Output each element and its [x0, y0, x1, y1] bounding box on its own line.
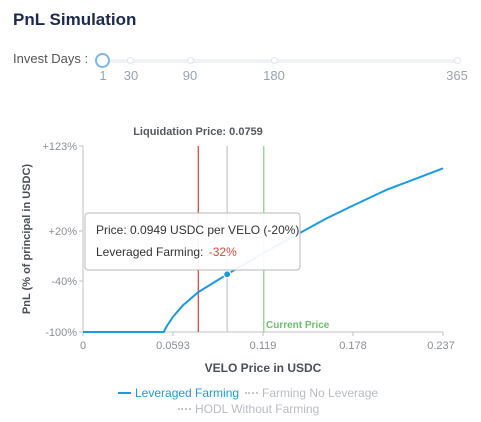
chart-tooltip: Price: 0.0949 USDC per VELO (-20%) Lever… — [84, 212, 301, 271]
y-tick-label: -40% — [51, 276, 77, 288]
y-axis-title: PnL (% of principal in USDC) — [21, 164, 33, 314]
tooltip-price-text: Price: 0.0949 USDC per VELO (-20%) — [96, 223, 299, 237]
slider-step-dot[interactable] — [187, 57, 194, 64]
slider-step-dot[interactable] — [271, 57, 278, 64]
legend-label: Farming No Leverage — [262, 386, 379, 400]
slider-mark-1[interactable]: 1 — [99, 68, 107, 83]
slider-step-dot[interactable] — [127, 57, 134, 64]
page-title: PnL Simulation — [13, 10, 137, 29]
hover-point-marker — [223, 270, 232, 279]
invest-days-slider-track[interactable] — [102, 59, 458, 63]
y-tick-label: +20% — [49, 226, 78, 238]
invest-days-slider-thumb[interactable] — [95, 53, 110, 68]
legend-dotted-line-icon — [245, 391, 258, 394]
legend-label: HODL Without Farming — [195, 402, 320, 416]
slider-mark-365[interactable]: 365 — [446, 68, 468, 83]
legend-item-hodl-without-farming[interactable]: HODL Without Farming — [178, 402, 319, 416]
x-tick-label: 0.0593 — [156, 340, 190, 352]
y-tick-group: +123% +20% -40% -100% — [42, 141, 83, 339]
slider-mark-30[interactable]: 30 — [123, 68, 139, 83]
tooltip-farming-label: Leveraged Farming: — [96, 245, 203, 259]
x-tick-label: 0 — [80, 340, 86, 352]
current-price-label: Current Price — [266, 320, 330, 331]
x-tick-label: 0.119 — [250, 340, 277, 352]
slider-mark-90[interactable]: 90 — [182, 68, 198, 83]
x-tick-label: 0.237 — [427, 340, 455, 352]
slider-step-dot[interactable] — [454, 57, 461, 64]
y-tick-label: -100% — [45, 327, 77, 339]
x-tick-group: 0 0.0593 0.119 0.178 0.237 — [80, 332, 455, 352]
x-tick-label: 0.178 — [339, 340, 367, 352]
legend-label: Leveraged Farming — [135, 386, 240, 400]
legend-item-leveraged-farming[interactable]: Leveraged Farming — [118, 386, 239, 400]
legend-item-farming-no-leverage[interactable]: Farming No Leverage — [245, 386, 378, 400]
liquidation-price-label: Liquidation Price: 0.0759 — [133, 126, 263, 138]
tooltip-farming-row: Leveraged Farming: -32% — [96, 245, 237, 259]
x-axis-title: VELO Price in USDC — [205, 361, 322, 375]
legend-line-icon — [118, 391, 131, 394]
invest-days-label: Invest Days : — [13, 51, 89, 66]
y-tick-label: +123% — [42, 141, 77, 153]
slider-mark-180[interactable]: 180 — [263, 68, 285, 83]
tooltip-farming-value: -32% — [209, 245, 237, 259]
legend-dotted-line-icon — [178, 407, 191, 410]
